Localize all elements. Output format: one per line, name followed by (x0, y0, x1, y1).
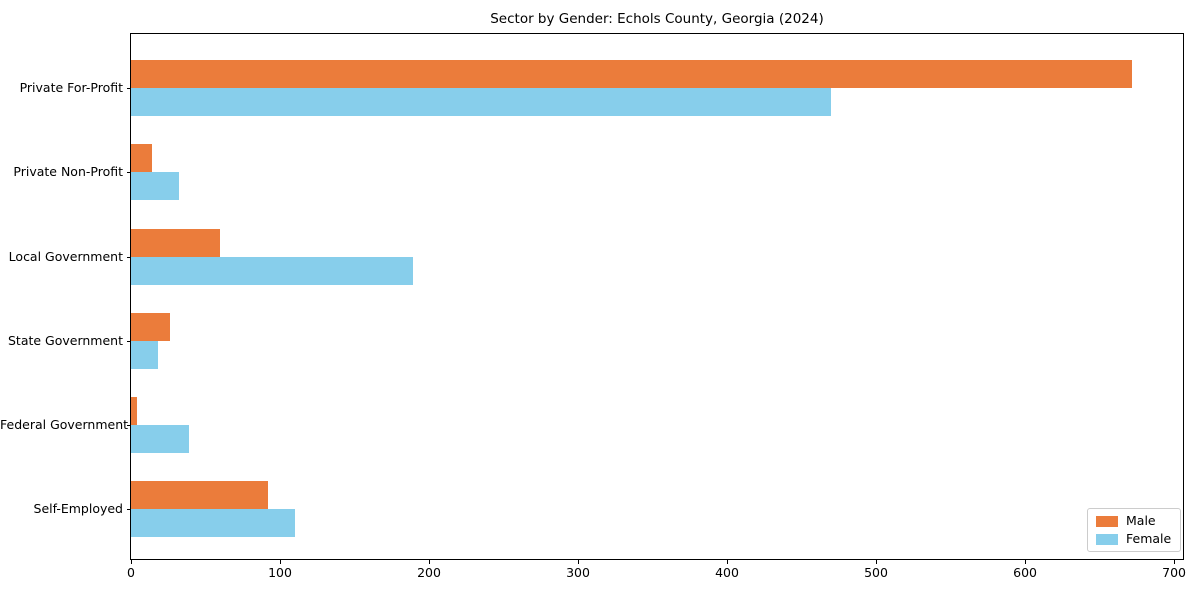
x-tick-mark (1024, 560, 1026, 564)
y-tick-label-state-government: State Government (7, 332, 123, 348)
legend: Male Female (1087, 508, 1182, 552)
x-tick-label-100: 100 (268, 565, 292, 580)
bar-female-private-for-profit (131, 88, 832, 117)
y-tick-label-federal-government: Federal Government (0, 416, 129, 432)
y-tick-mark (127, 256, 131, 258)
bar-female-federal-government (131, 424, 190, 453)
y-tick-mark (127, 424, 131, 426)
x-tick-label-400: 400 (715, 565, 739, 580)
y-tick-label-private-for-profit: Private For-Profit (19, 80, 123, 96)
bar-female-self-employed (131, 509, 295, 538)
bar-male-federal-government (131, 396, 137, 425)
x-tick-label-600: 600 (1013, 565, 1037, 580)
x-tick-mark (726, 560, 728, 564)
bar-female-private-non-profit (131, 172, 179, 201)
y-tick-mark (127, 509, 131, 511)
legend-item-male: Male (1096, 514, 1171, 528)
x-tick-mark (279, 560, 281, 564)
x-tick-mark (577, 560, 579, 564)
legend-swatch-male-icon (1096, 515, 1118, 527)
legend-item-female: Female (1096, 532, 1171, 546)
legend-label-female: Female (1126, 531, 1172, 546)
y-tick-mark (127, 340, 131, 342)
x-tick-mark (428, 560, 430, 564)
x-tick-mark (130, 560, 132, 564)
chart-title: Sector by Gender: Echols County, Georgia… (490, 11, 824, 27)
legend-swatch-female-icon (1096, 533, 1118, 545)
y-tick-label-private-non-profit: Private Non-Profit (13, 164, 123, 180)
y-tick-mark (127, 172, 131, 174)
x-tick-label-300: 300 (566, 565, 590, 580)
x-tick-label-700: 700 (1162, 565, 1186, 580)
x-tick-label-0: 0 (127, 565, 135, 580)
y-tick-label-local-government: Local Government (8, 248, 123, 264)
bar-male-private-non-profit (131, 144, 152, 173)
bar-male-private-for-profit (131, 60, 1133, 89)
bar-male-local-government (131, 228, 221, 257)
bar-male-self-employed (131, 481, 269, 510)
bar-male-state-government (131, 312, 170, 341)
x-tick-label-200: 200 (417, 565, 441, 580)
x-tick-mark (1173, 560, 1175, 564)
y-tick-mark (127, 88, 131, 90)
legend-label-male: Male (1126, 513, 1156, 528)
x-tick-label-500: 500 (864, 565, 888, 580)
bar-female-local-government (131, 256, 413, 285)
y-tick-label-self-employed: Self-Employed (33, 501, 123, 517)
plot-area (130, 33, 1184, 560)
bar-female-state-government (131, 340, 158, 369)
x-tick-mark (875, 560, 877, 564)
